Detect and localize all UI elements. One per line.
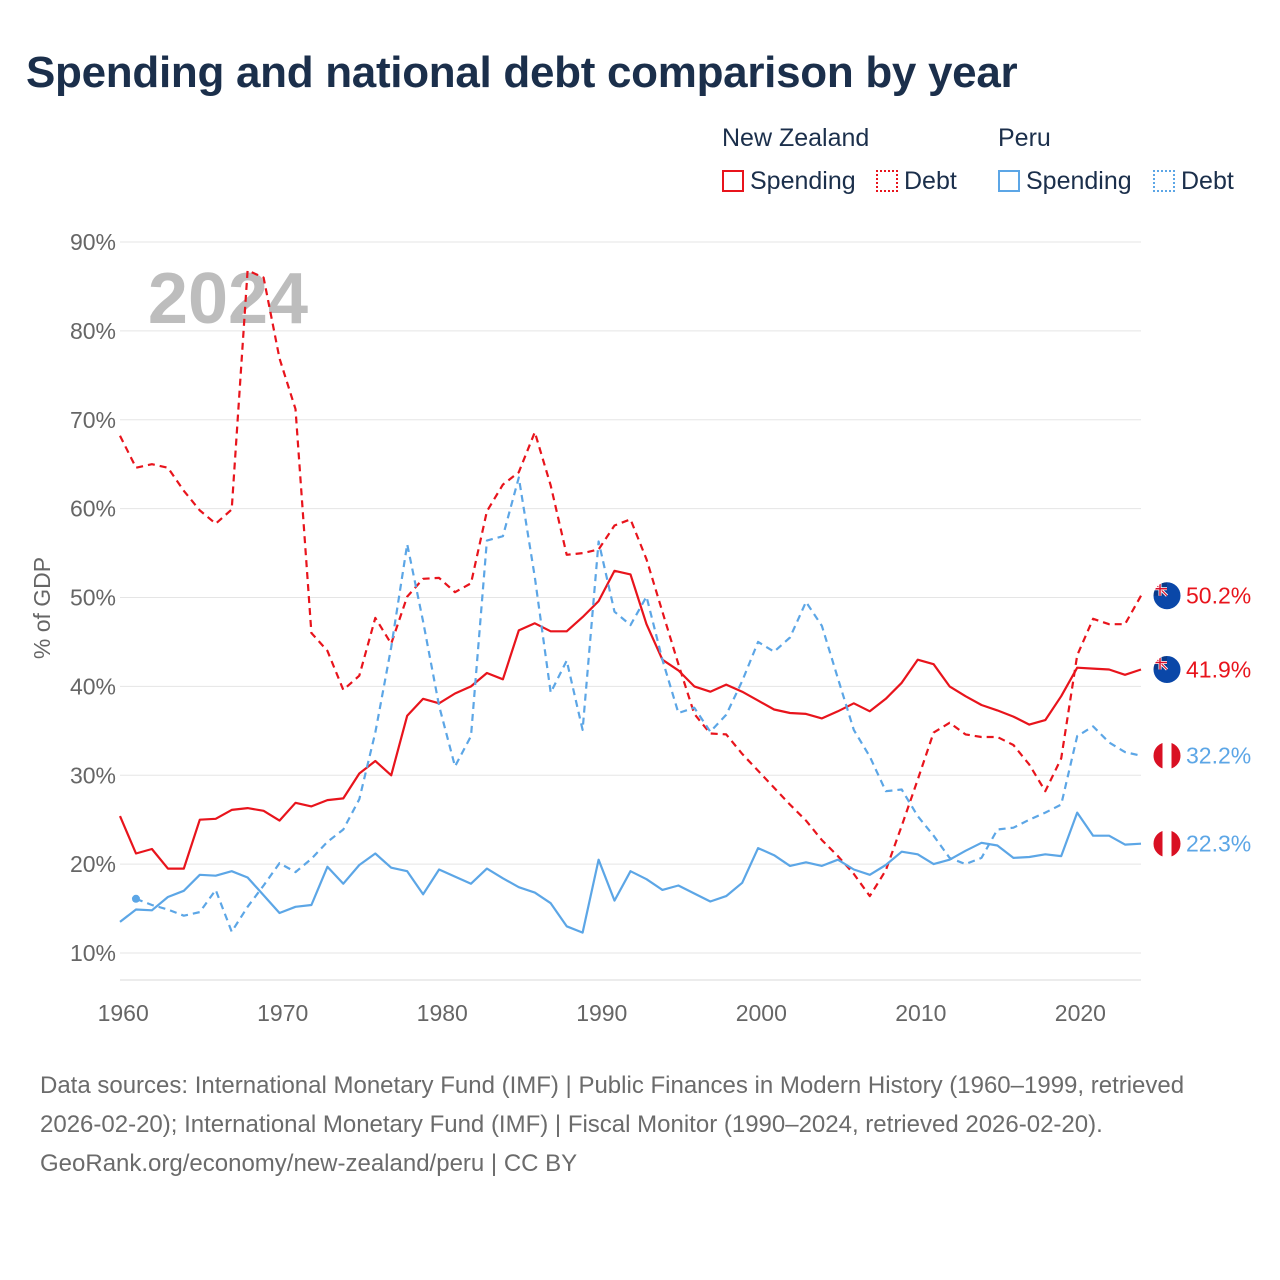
flag-peru-icon: [1152, 829, 1182, 859]
legend-item-nz-spending[interactable]: Spending: [722, 166, 856, 196]
x-tick-label: 2020: [1055, 1000, 1106, 1026]
series-end-value-label: 50.2%: [1186, 583, 1251, 609]
y-tick-label: 20%: [70, 851, 116, 877]
y-tick-label: 70%: [70, 407, 116, 433]
y-tick-label: 40%: [70, 673, 116, 699]
data-sources-note: Data sources: International Monetary Fun…: [40, 1072, 1185, 1138]
legend-swatch-peru-debt: [1153, 170, 1175, 192]
flag-new-zealand-icon: [1152, 581, 1182, 611]
legend-country-peru: Peru: [998, 124, 1051, 152]
series: [118, 269, 1142, 934]
grid-lines: [120, 241, 1141, 954]
flag-new-zealand-icon: [1152, 655, 1182, 684]
legend-swatch-nz-spending: [722, 170, 744, 192]
legend-item-peru-spending[interactable]: Spending: [998, 166, 1132, 196]
axes: 10% 20% 30% 40% 50% 60% 70% 80% 90% 1960 1970 1980 1…: [70, 229, 1141, 1026]
legend-label-nz-spending: Spending: [750, 166, 856, 195]
legend-swatch-peru-spending: [998, 170, 1020, 192]
y-tick-label: 10%: [70, 940, 116, 966]
series-end-value-label: 41.9%: [1186, 656, 1251, 682]
legend-country-new-zealand: New Zealand: [722, 124, 870, 152]
flag-peru-icon: [1152, 741, 1182, 771]
x-tick-label: 2000: [736, 1000, 787, 1026]
y-tick-label: 90%: [70, 229, 116, 255]
legend-swatch-nz-debt: [876, 170, 898, 192]
footer: Data sources: International Monetary Fun…: [40, 1066, 1240, 1183]
y-tick-label: 60%: [70, 496, 116, 522]
series-start-dot: [131, 894, 140, 903]
legend-label-peru-spending: Spending: [1026, 166, 1132, 195]
x-tick-label: 1990: [576, 1000, 627, 1026]
x-tick-label: 1970: [257, 1000, 308, 1026]
series-line-new-zealand-debt[interactable]: [119, 269, 1142, 898]
series-line-peru-spending[interactable]: [119, 811, 1142, 934]
series-line-peru-debt[interactable]: [135, 476, 1142, 933]
y-axis-title: % of GDP: [29, 557, 55, 659]
legend-label-nz-debt: Debt: [904, 166, 957, 195]
series-line-new-zealand-spending[interactable]: [118, 569, 1142, 870]
legend-item-peru-debt[interactable]: Debt: [1153, 166, 1234, 196]
y-tick-label: 50%: [70, 585, 116, 611]
y-tick-label: 30%: [70, 762, 116, 788]
y-tick-label: 80%: [70, 318, 116, 344]
legend-item-nz-debt[interactable]: Debt: [876, 166, 957, 196]
series-end-markers: 50.2% 41.9% 32.2% 22.3%: [1152, 581, 1251, 859]
x-tick-label: 2010: [895, 1000, 946, 1026]
x-tick-label: 1980: [417, 1000, 468, 1026]
year-watermark: 2024: [148, 259, 308, 339]
x-tick-label: 1960: [98, 1000, 149, 1026]
legend-label-peru-debt: Debt: [1181, 166, 1234, 195]
line-chart: 2024 10% 20% 30% 40% 50% 60% 70% 80% 90% 1960 1970…: [29, 229, 1251, 1026]
source-credit-link[interactable]: GeoRank.org/economy/new-zealand/peru | C…: [40, 1150, 578, 1177]
series-end-value-label: 32.2%: [1186, 743, 1251, 769]
page-title: Spending and national debt comparison by…: [26, 48, 1018, 97]
series-end-value-label: 22.3%: [1186, 831, 1251, 857]
